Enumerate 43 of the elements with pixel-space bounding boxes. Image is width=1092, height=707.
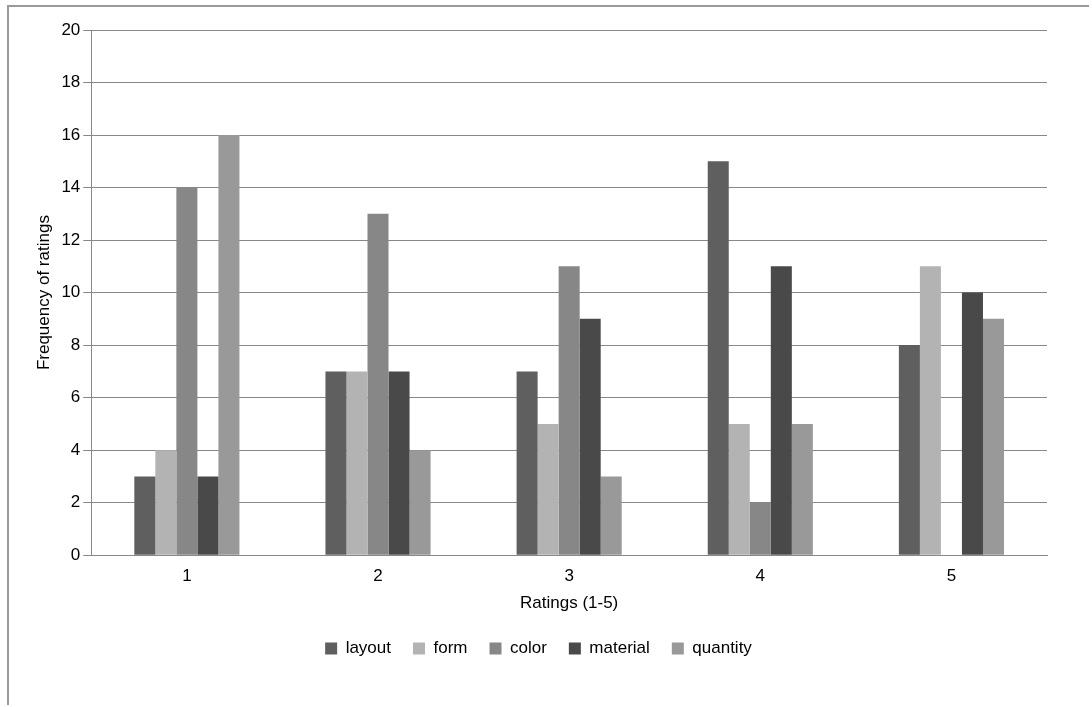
bar	[579, 318, 601, 555]
y-tick-label: 4	[70, 439, 81, 459]
y-tick-label: 14	[61, 177, 81, 197]
bar	[134, 476, 156, 555]
legend-label: material	[589, 638, 650, 658]
bar	[770, 266, 792, 555]
bar	[516, 371, 538, 555]
bar	[982, 318, 1004, 555]
y-tick-label: 0	[70, 544, 81, 564]
x-tick-label: 4	[755, 566, 766, 586]
y-tick-label: 20	[61, 19, 81, 39]
y-tick-label: 12	[61, 229, 81, 249]
legend-label: quantity	[692, 638, 753, 658]
bar	[537, 423, 559, 555]
bar	[325, 371, 347, 555]
bar	[600, 476, 622, 555]
bar	[197, 476, 219, 555]
y-tick-label: 8	[70, 334, 81, 354]
bar	[961, 292, 983, 555]
bar	[919, 266, 941, 555]
y-tick-label: 18	[61, 72, 81, 92]
bar	[218, 135, 240, 555]
bar	[898, 345, 920, 555]
x-tick-label: 3	[564, 566, 574, 586]
x-axis-title: Ratings (1-5)	[520, 593, 619, 613]
bar	[707, 161, 729, 555]
bar	[155, 450, 177, 555]
bar	[791, 423, 813, 555]
x-tick-label: 1	[182, 566, 192, 586]
y-axis-title: Frequency of ratings	[33, 215, 53, 371]
y-tick-label: 16	[61, 124, 81, 144]
legend-label: color	[510, 638, 548, 658]
bar	[728, 423, 750, 555]
y-tick-label: 2	[70, 492, 81, 512]
x-tick-label: 5	[946, 566, 957, 586]
y-tick-label: 6	[70, 387, 81, 407]
legend-label: layout	[345, 638, 392, 658]
legend-label: form	[433, 638, 468, 658]
bar	[346, 371, 368, 555]
bar	[409, 450, 431, 555]
y-tick-label: 10	[61, 282, 81, 302]
x-tick-label: 2	[373, 566, 383, 586]
bar	[388, 371, 410, 555]
